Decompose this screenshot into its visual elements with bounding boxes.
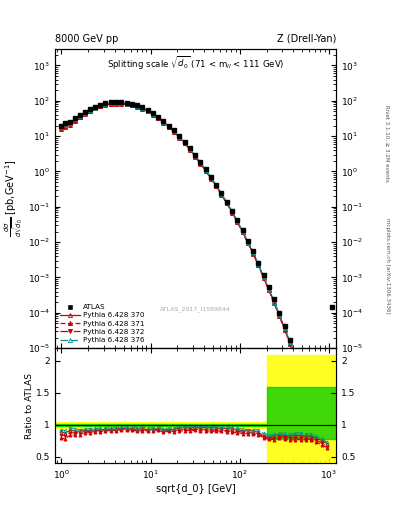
Text: Rivet 3.1.10, ≥ 3.2M events: Rivet 3.1.10, ≥ 3.2M events <box>385 105 389 182</box>
Text: mcplots.cern.ch [arXiv:1306.3436]: mcplots.cern.ch [arXiv:1306.3436] <box>385 219 389 314</box>
Text: ATLAS_2017_I1589844: ATLAS_2017_I1589844 <box>160 306 231 312</box>
X-axis label: sqrt{d_0} [GeV]: sqrt{d_0} [GeV] <box>156 483 235 494</box>
Legend: ATLAS, Pythia 6.428 370, Pythia 6.428 371, Pythia 6.428 372, Pythia 6.428 376: ATLAS, Pythia 6.428 370, Pythia 6.428 37… <box>59 303 146 345</box>
Y-axis label: Ratio to ATLAS: Ratio to ATLAS <box>26 373 35 439</box>
Text: Z (Drell-Yan): Z (Drell-Yan) <box>277 33 336 44</box>
Text: Splitting scale $\sqrt{d_0}$ (71 < m$_{ll}$ < 111 GeV): Splitting scale $\sqrt{d_0}$ (71 < m$_{l… <box>107 55 284 72</box>
Text: 8000 GeV pp: 8000 GeV pp <box>55 33 118 44</box>
Y-axis label: $\frac{d\sigma}{d\sqrt{d_0}}$ [pb,GeV$^{-1}$]: $\frac{d\sigma}{d\sqrt{d_0}}$ [pb,GeV$^{… <box>3 160 26 237</box>
